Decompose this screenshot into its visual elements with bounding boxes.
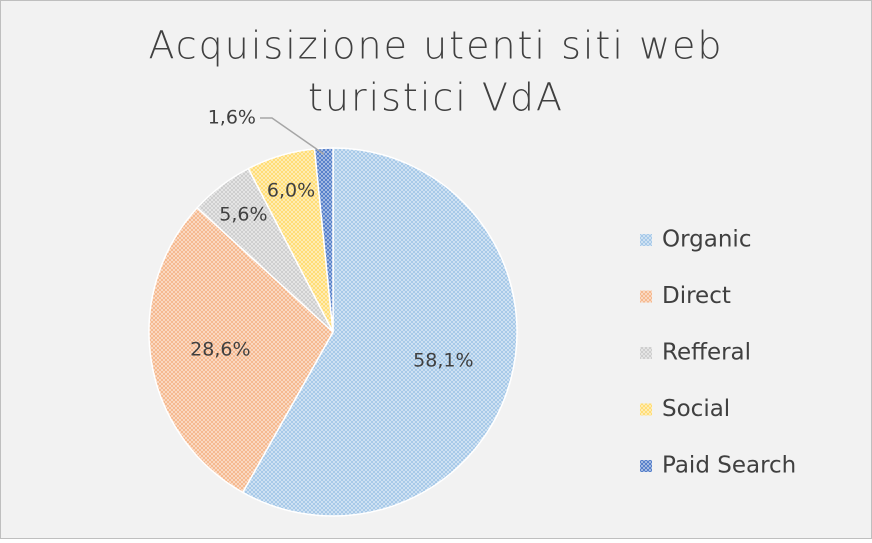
data-label: 58,1%: [413, 349, 473, 371]
data-label: 1,6%: [208, 107, 256, 129]
legend-label: Refferal: [662, 340, 751, 366]
data-label: 6,0%: [267, 179, 315, 201]
leader-line: [260, 117, 325, 155]
chart-title: turistici VdA: [308, 76, 564, 120]
chart-title: Acquisizione utenti siti web: [148, 24, 723, 68]
data-label: 5,6%: [219, 204, 267, 226]
legend-label: Direct: [662, 283, 731, 309]
pie-slice: [148, 206, 334, 494]
legend-label: Social: [662, 396, 730, 422]
pie-slice: [313, 147, 334, 333]
legend-label: Organic: [662, 227, 751, 253]
legend-marker: [640, 347, 652, 359]
legend-marker: [640, 234, 652, 246]
pie-slice: [241, 147, 518, 517]
legend-marker: [640, 403, 652, 416]
legend-marker: [640, 460, 652, 472]
legend-marker: [640, 290, 652, 303]
data-label: 28,6%: [190, 339, 250, 361]
legend-label: Paid Search: [662, 453, 796, 479]
